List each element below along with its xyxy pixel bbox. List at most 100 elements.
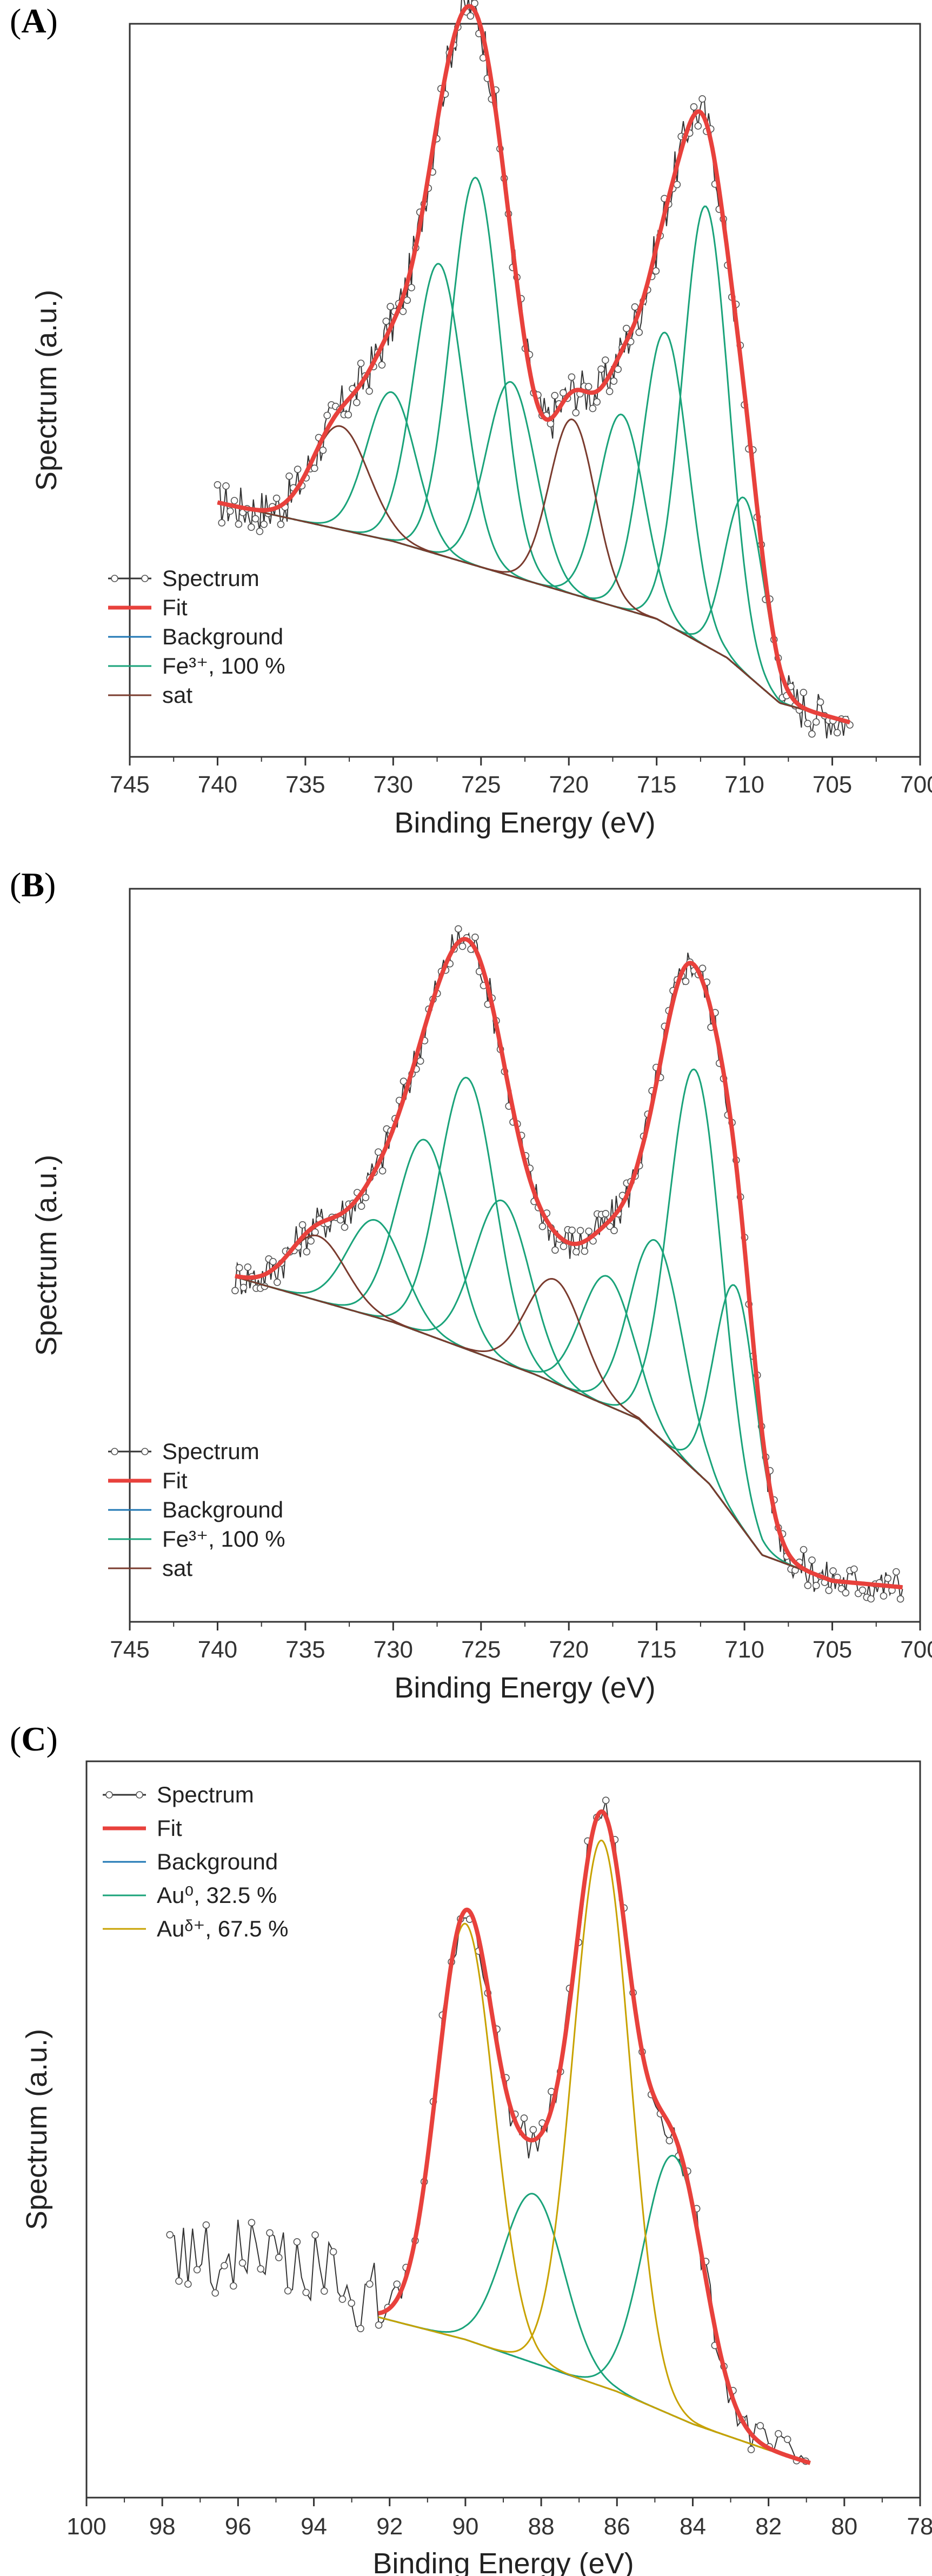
legend-label: Fit	[162, 1468, 188, 1493]
spectrum-point	[808, 1556, 816, 1564]
x-axis-title: Binding Energy (eV)	[394, 807, 655, 839]
x-tick-label: 720	[549, 1636, 589, 1663]
spectrum-point	[320, 2287, 328, 2295]
component-peak	[378, 1839, 811, 2464]
legend-item: Background	[108, 1497, 283, 1522]
spectrum-point	[610, 377, 618, 385]
spectrum-point	[416, 1057, 424, 1065]
spectrum-point	[551, 1246, 559, 1254]
component-peak	[217, 381, 850, 723]
spectrum-point	[520, 2114, 528, 2122]
spectrum-point	[272, 494, 281, 502]
legend-label: Fe³⁺, 100 %	[162, 1526, 285, 1552]
spectrum-point	[551, 391, 558, 400]
fit-series	[377, 1809, 811, 2465]
spectrum-point	[597, 365, 605, 373]
spectrum-point	[285, 472, 293, 480]
spectrum-point	[269, 1257, 277, 1266]
spectrum-point	[266, 2229, 274, 2237]
x-tick-label: 100	[66, 2513, 106, 2540]
spectrum-point	[277, 521, 285, 528]
spectrum-point	[833, 729, 841, 737]
spectrum-point	[804, 1581, 812, 1589]
spectrum-point	[698, 95, 706, 103]
spectrum-point	[813, 1582, 820, 1589]
legend-label: Spectrum	[157, 1782, 254, 1807]
spectrum-point	[652, 267, 660, 275]
x-tick-label: 700	[900, 771, 932, 798]
spectrum-point	[344, 411, 352, 419]
spectrum-point	[665, 2136, 674, 2145]
component-peak	[235, 1275, 903, 1588]
legend-label: Spectrum	[162, 565, 259, 591]
x-tick-label: 715	[637, 1636, 676, 1663]
y-axis-title: Spectrum (a.u.)	[30, 290, 63, 491]
spectrum-point	[756, 2422, 764, 2429]
spectrum-point	[336, 1216, 344, 1224]
spectrum-point	[572, 1248, 580, 1256]
spectrum-point	[275, 2254, 283, 2261]
spectrum-point	[572, 409, 580, 417]
component-peak	[217, 496, 850, 723]
x-tick-label: 710	[724, 1636, 764, 1663]
spectrum-point	[311, 2231, 319, 2239]
spectrum-point	[747, 2446, 755, 2453]
spectrum-point	[257, 2265, 265, 2273]
spectrum-point	[804, 720, 811, 728]
spectrum-point	[302, 2288, 310, 2297]
x-tick-label: 740	[198, 771, 237, 798]
spectrum-point	[471, 933, 479, 941]
chart-b: 745 740 735 730 725 720 715 710 705 700 Binding En…	[30, 888, 932, 1704]
spectrum-point	[783, 2435, 791, 2444]
spectrum-point	[698, 964, 707, 972]
legend-item: Fit	[108, 1468, 188, 1493]
spectrum-point	[211, 2289, 219, 2297]
spectrum-point	[221, 2262, 228, 2269]
legend-item: Au⁰, 32.5 %	[103, 1882, 277, 1908]
spectrum-point	[235, 1264, 243, 1272]
component-peak	[235, 1068, 903, 1588]
spectrum-point	[248, 2219, 256, 2227]
x-tick-label: 705	[813, 1636, 852, 1663]
x-tick-label: 705	[813, 771, 852, 798]
component-peak	[235, 1276, 903, 1588]
spectrum-point	[880, 1592, 888, 1600]
panel-label-a: (A)	[10, 2, 58, 40]
x-tick-label: 725	[461, 771, 501, 798]
spectrum-point	[298, 1221, 307, 1229]
spectrum-point	[800, 689, 808, 696]
x-axis-title: Binding Energy (eV)	[394, 1672, 655, 1704]
legend-item: Spectrum	[108, 565, 259, 591]
legend-label: Fe³⁺, 100 %	[162, 653, 285, 678]
spectrum-point	[329, 2248, 337, 2256]
sat-peak	[235, 1276, 903, 1588]
spectrum-point	[218, 519, 226, 527]
spectrum-point	[230, 497, 238, 504]
spectrum-point	[235, 520, 243, 528]
spectrum-point	[193, 2266, 201, 2274]
spectrum-point	[467, 12, 475, 20]
spectrum-point	[293, 2238, 301, 2246]
spectrum-point	[307, 1237, 315, 1245]
spectrum-point	[214, 481, 222, 489]
spectrum-point	[202, 2221, 210, 2229]
spectrum-series	[234, 929, 903, 1600]
x-tick-label: 735	[285, 771, 325, 798]
x-tick-label: 84	[680, 2513, 706, 2540]
x-tick-label: 710	[724, 771, 764, 798]
legend-label: Spectrum	[162, 1439, 259, 1464]
legend-item: Fit	[103, 1815, 182, 1841]
spectrum-point	[239, 1283, 248, 1292]
legend-item: Fe³⁺, 100 %	[108, 1526, 285, 1552]
spectrum-point	[458, 942, 467, 950]
x-tick-label: 78	[907, 2513, 932, 2540]
spectrum-point	[602, 1796, 610, 1804]
spectrum-point	[341, 1223, 349, 1231]
x-tick-label: 86	[604, 2513, 630, 2540]
spectrum-point	[454, 925, 462, 933]
spectrum-point	[842, 1589, 850, 1597]
spectrum-point	[260, 520, 268, 528]
spectrum-point	[896, 1595, 904, 1603]
legend-item: Background	[103, 1849, 278, 1874]
y-axis-title: Spectrum (a.u.)	[21, 2029, 53, 2230]
